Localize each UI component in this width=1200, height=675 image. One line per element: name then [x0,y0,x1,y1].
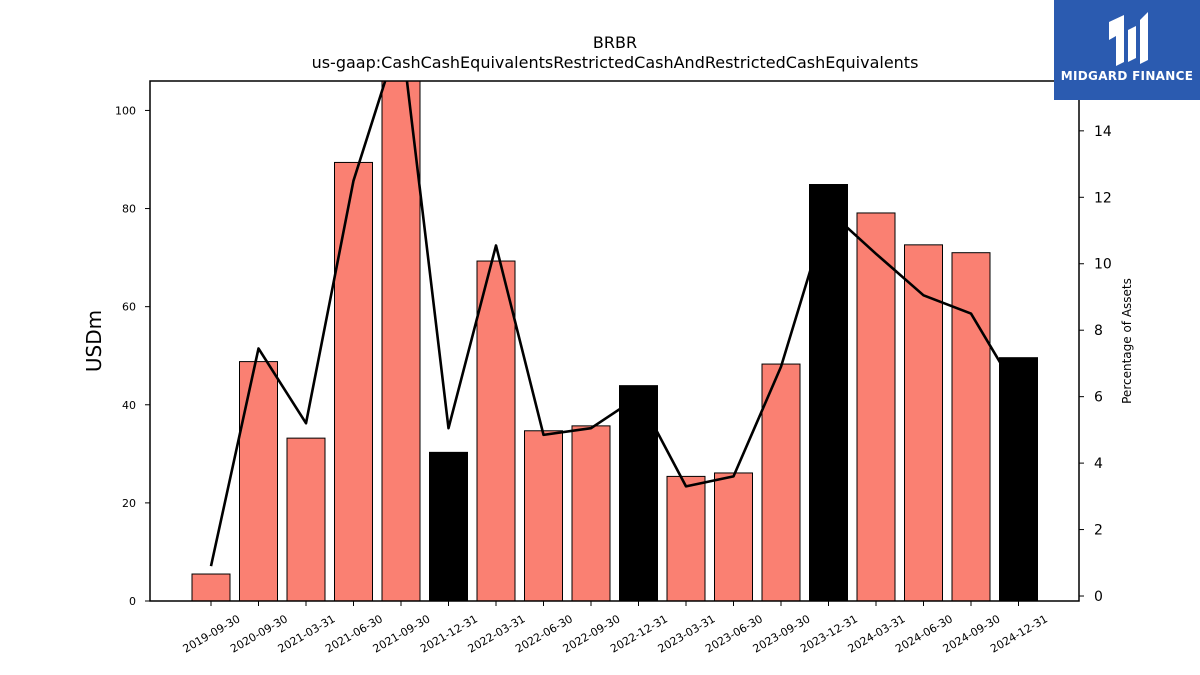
bar-2023-06-30 [714,472,753,601]
y2-axis-label: Percentage of Assets [1120,278,1134,404]
y-tick-label: 100 [115,104,136,117]
bar-2024-09-30 [951,252,991,601]
logo-text: MIDGARD FINANCE [1060,69,1194,83]
y-tick-label: 60 [122,301,136,314]
bar-2021-12-31 [429,451,468,601]
midgard-finance-logo: MIDGARD FINANCE [1054,0,1200,100]
bar-2023-03-31 [666,475,706,601]
y-tick-label: 40 [122,399,136,412]
chart-title: BRBR [593,33,637,52]
bar-2022-03-31 [476,260,516,601]
bar-2023-09-30 [761,363,801,601]
bar-2021-03-31 [286,437,326,601]
y-tick-label: 80 [122,203,136,216]
bar-2020-09-30 [239,361,278,601]
y2-tick-label: 8 [1094,323,1103,339]
y2-tick-label: 2 [1094,523,1103,539]
y-axis-label: USDm [82,310,106,372]
y2-tick-label: 6 [1094,390,1103,406]
y-tick-label: 20 [122,497,136,510]
bar-2022-12-31 [619,385,658,601]
y2-tick-label: 14 [1094,124,1112,140]
y2-tick-label: 0 [1094,589,1103,605]
y-tick-label: 0 [129,595,136,608]
y2-tick-label: 4 [1094,456,1103,472]
bar-2022-06-30 [524,430,563,601]
chart-subtitle: us-gaap:CashCashEquivalentsRestrictedCas… [312,53,919,72]
bar-2023-12-31 [809,184,848,601]
bar-2024-06-30 [904,244,943,601]
bar-2021-06-30 [334,161,373,601]
bar-2019-09-30 [191,573,231,601]
bar-2024-12-31 [999,357,1038,601]
logo-mark-icon [1109,12,1148,66]
plot-frame [149,80,1080,602]
bar-2021-09-30 [381,81,421,601]
percentage-line [209,81,1020,567]
y2-tick-label: 10 [1094,257,1112,273]
bar-2024-03-31 [856,212,896,601]
bar-2022-09-30 [571,425,611,601]
y2-tick-label: 12 [1094,190,1112,206]
